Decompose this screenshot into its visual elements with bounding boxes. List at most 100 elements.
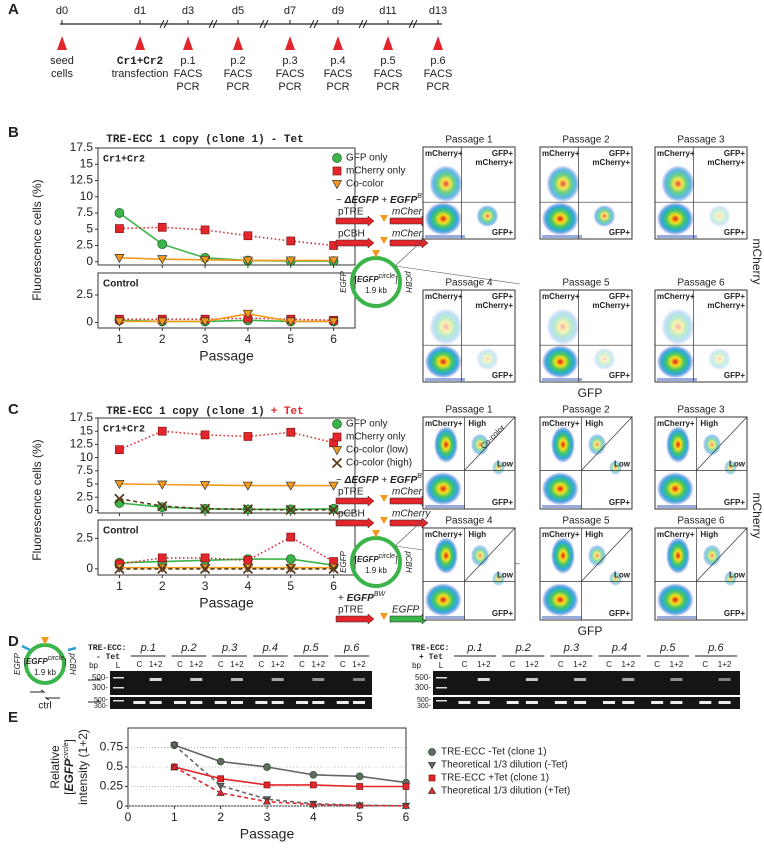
event-label: FACS xyxy=(224,68,253,80)
plot-title: Passage 2 xyxy=(562,135,610,146)
text-part: ] xyxy=(395,555,397,564)
axis-break xyxy=(208,19,218,29)
passage-label: p.1 xyxy=(140,642,156,654)
event-label: seed xyxy=(50,55,74,67)
panel-title: Control xyxy=(103,526,139,537)
passage-label: p.4 xyxy=(262,642,278,654)
point xyxy=(242,481,254,491)
series-line xyxy=(118,212,334,262)
y-tick-label: 0.75 xyxy=(100,740,124,754)
lane-label: 1+2 xyxy=(149,660,163,669)
band xyxy=(506,701,519,704)
point xyxy=(332,419,342,429)
gate xyxy=(581,416,633,471)
cell-cloud xyxy=(593,204,616,228)
y-tick-label: 7.5 xyxy=(76,463,93,477)
text-part: TRE-ECC 1 copy (clone 1) xyxy=(106,406,264,418)
passage-label: p.3 xyxy=(563,642,580,654)
band xyxy=(312,701,325,704)
band xyxy=(622,701,635,704)
point xyxy=(328,256,339,266)
passage-label: p.5 xyxy=(302,642,319,654)
cell-cloud xyxy=(661,165,695,203)
quadrant-label: High xyxy=(468,530,486,539)
text-part: + xyxy=(338,593,347,604)
plot-title: Passage 4 xyxy=(445,516,493,527)
band xyxy=(574,701,587,704)
cell-cloud xyxy=(429,165,463,203)
quadrant-label: mCherry+ xyxy=(657,419,695,428)
band xyxy=(477,701,490,704)
point xyxy=(157,239,168,250)
ruler xyxy=(657,616,697,619)
text-part: ΔEGFP xyxy=(344,195,379,206)
point xyxy=(114,480,125,490)
ladder-band xyxy=(436,687,447,689)
band xyxy=(525,701,538,704)
band xyxy=(352,701,365,704)
quadrant-label: GFP+ xyxy=(724,371,745,380)
lane-label: 1+2 xyxy=(718,660,732,669)
plasmid-label: pCBH xyxy=(404,270,413,293)
event-label: p.3 xyxy=(282,55,297,67)
band xyxy=(230,678,243,681)
quadrant-label: mCherry+ xyxy=(542,419,580,428)
x-tick-label: 3 xyxy=(202,579,209,593)
event-marker xyxy=(433,36,443,50)
quadrant-label: mCherry+ xyxy=(592,301,630,310)
cell-cloud xyxy=(593,347,616,371)
gene-arrow xyxy=(335,517,375,529)
event-marker xyxy=(233,36,243,50)
quadrant-label: Low xyxy=(614,459,631,468)
day-label: d3 xyxy=(182,5,194,17)
promoter-label: pTRE xyxy=(338,605,364,616)
legend-label: Co-color xyxy=(346,179,384,190)
cell-cloud xyxy=(724,460,737,475)
panel-title: TRE-ECC 1 copy (clone 1) + Tet xyxy=(106,406,303,418)
cell-cloud xyxy=(702,433,722,456)
point xyxy=(242,504,254,515)
point xyxy=(200,553,210,563)
day-label: d5 xyxy=(232,5,244,17)
cell-cloud xyxy=(702,544,722,567)
y-axis-label: Fluorescence cells (%) xyxy=(30,439,44,560)
point xyxy=(356,783,364,790)
gate xyxy=(696,416,748,471)
legend-label: TRE-ECC +Tet (clone 1) xyxy=(441,773,549,784)
ruler xyxy=(542,505,582,508)
quadrant-label: Low xyxy=(497,459,514,468)
band xyxy=(271,678,284,681)
point xyxy=(332,153,342,163)
site xyxy=(380,237,388,244)
cell-cloud xyxy=(434,537,458,574)
point xyxy=(199,563,211,575)
cell-cloud xyxy=(546,308,580,346)
legend-label: GFP only xyxy=(346,419,388,430)
ruler xyxy=(657,235,697,238)
band xyxy=(214,701,227,704)
x-tick-label: 5 xyxy=(287,579,294,593)
y-tick-label: 10 xyxy=(80,450,94,464)
x-axis-label: Passage xyxy=(199,348,254,364)
axis-break xyxy=(159,19,169,29)
x-tick-label: 2 xyxy=(159,332,166,346)
gate xyxy=(696,527,748,582)
point xyxy=(115,445,124,455)
axis-break xyxy=(358,19,368,29)
ruler xyxy=(425,235,465,238)
y-tick-label: 5 xyxy=(86,476,93,490)
plasmid-size: 1.9 kb xyxy=(34,668,56,677)
gene-arrow xyxy=(335,495,375,507)
legend-label: mCherry only xyxy=(346,432,405,443)
quadrant-label: mCherry+ xyxy=(657,149,695,158)
event-label: PCR xyxy=(426,81,449,93)
text-part: EGFP xyxy=(390,475,418,486)
x-tick-label: 6 xyxy=(330,579,337,593)
ruler xyxy=(425,616,465,619)
gel xyxy=(433,697,740,709)
gel-size: 300- xyxy=(94,703,109,710)
axis-break xyxy=(309,19,319,29)
panel-title: Control xyxy=(103,279,139,290)
point xyxy=(157,563,168,575)
gene-arrow xyxy=(389,237,429,249)
